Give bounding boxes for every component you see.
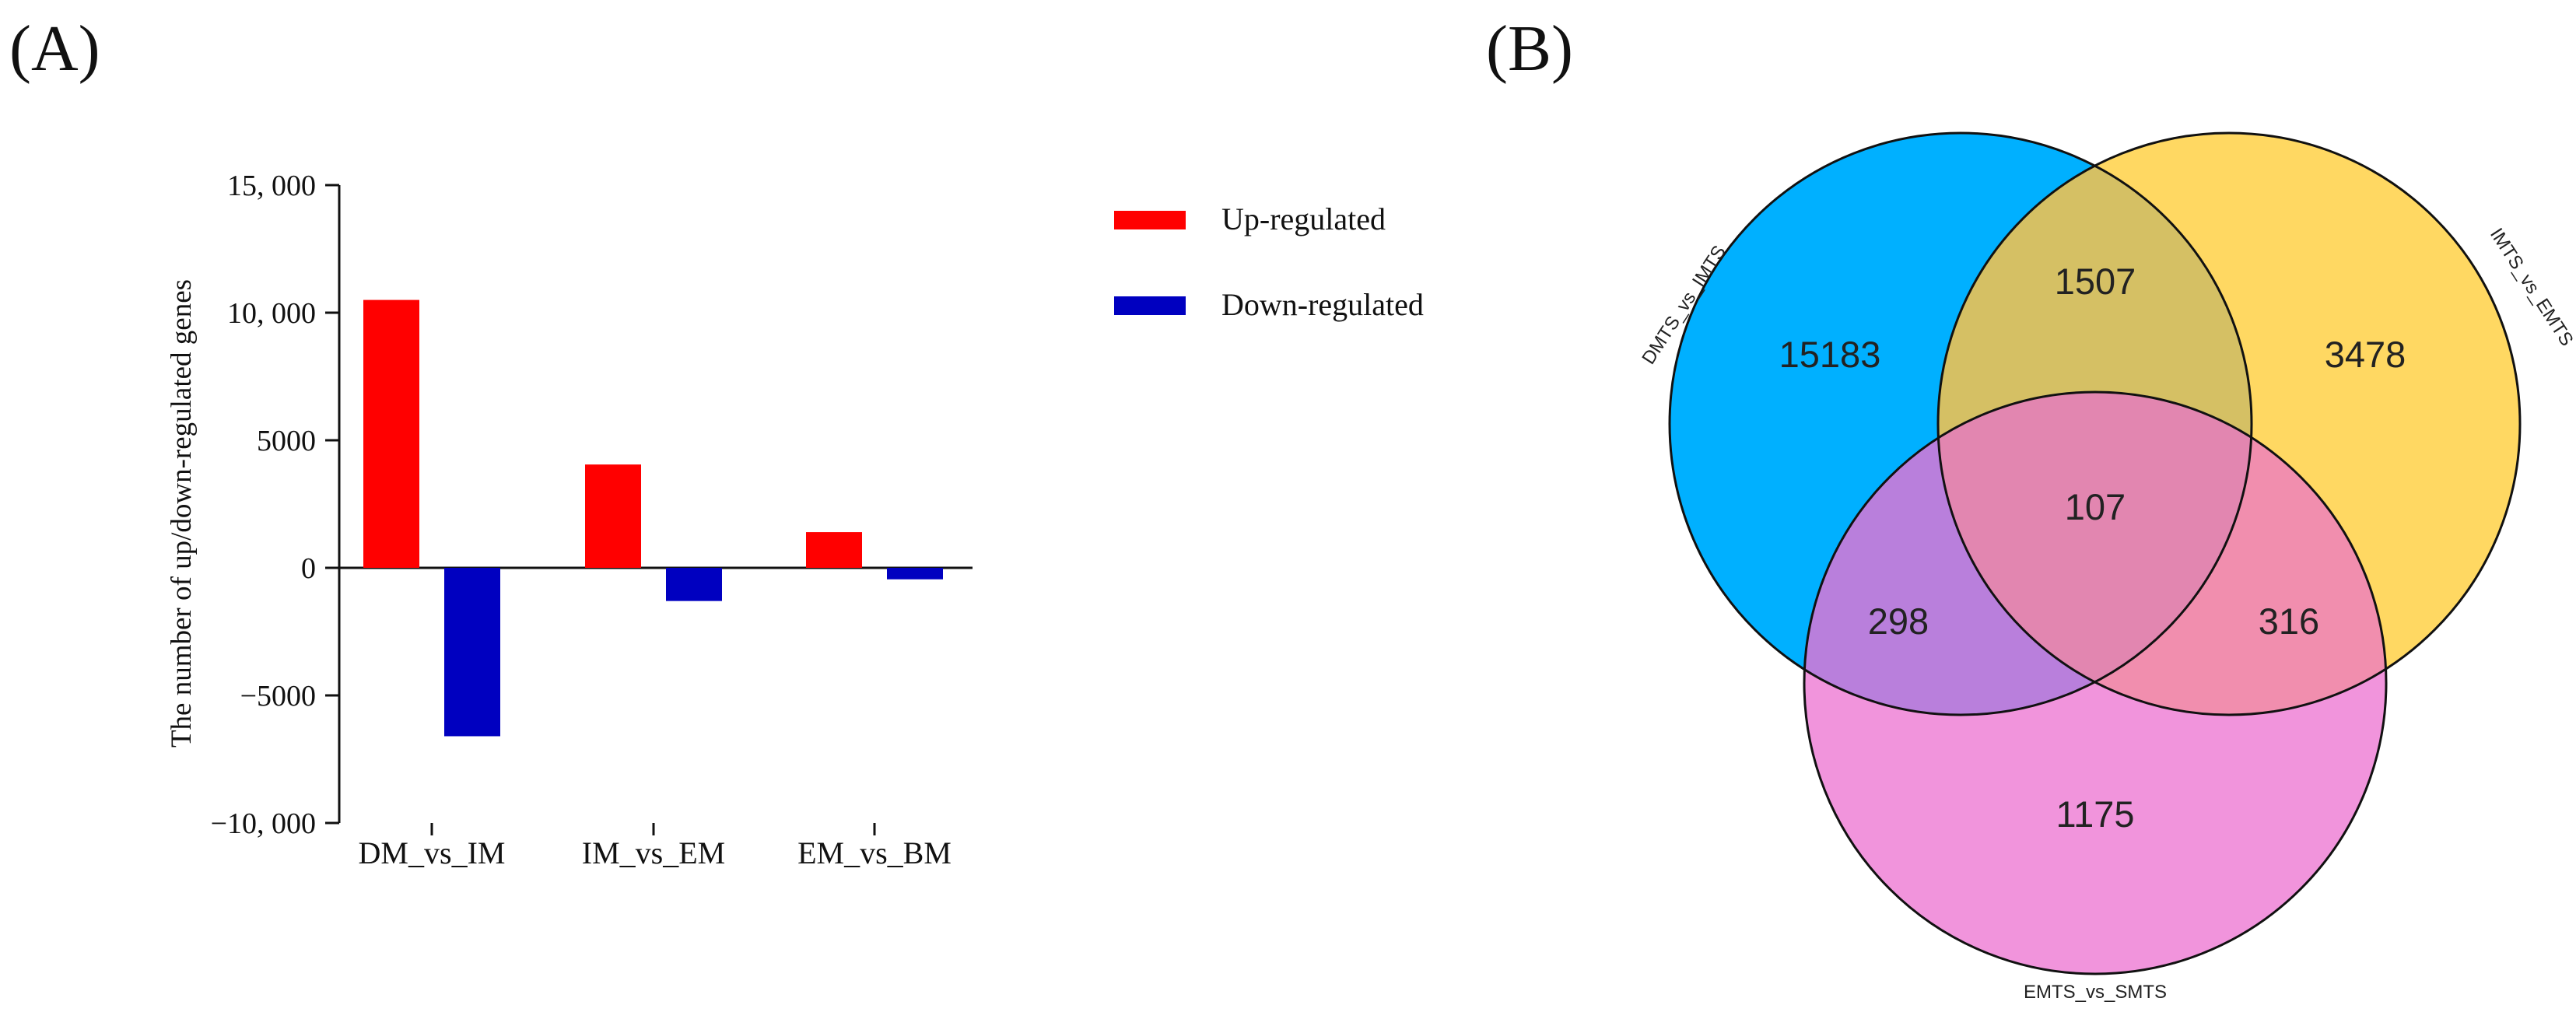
venn-count-imts-emts: 316	[2259, 601, 2319, 642]
bar-down-im-vs-em	[666, 568, 722, 601]
venn-count-dmts-imts: 1507	[2055, 261, 2136, 302]
legend-label-up: Up-regulated	[1221, 201, 1386, 236]
y-tick-label: 10, 000	[227, 297, 316, 330]
category-labels: DM_vs_IM IM_vs_EM EM_vs_BM	[359, 823, 952, 870]
legend-label-down: Down-regulated	[1221, 287, 1424, 322]
venn-outline-imts	[1936, 131, 2522, 716]
legend-swatch-up	[1114, 211, 1186, 229]
venn-set-label-emts: EMTS_vs_SMTS	[2024, 982, 2167, 1003]
legend-swatch-down	[1114, 296, 1186, 315]
y-axis-label: The number of up/down-regulated genes	[166, 279, 198, 748]
venn-count-only-emts: 1175	[2056, 793, 2134, 835]
venn-count-all: 107	[2065, 486, 2126, 527]
x-category-label: IM_vs_EM	[582, 835, 725, 870]
bar-up-em-vs-bm	[806, 532, 862, 568]
venn-diagram: 15183 1507 3478 107 298 316 1175 DMTS_vs…	[1638, 131, 2576, 1003]
bar-chart: The number of up/down-regulated genes 15…	[166, 170, 1424, 870]
y-tick-label: 0	[301, 552, 316, 585]
x-category-label: DM_vs_IM	[359, 835, 506, 870]
y-tick-label: −10, 000	[211, 807, 316, 840]
venn-count-only-imts: 3478	[2325, 334, 2406, 375]
bars	[363, 299, 943, 737]
y-ticks: 15, 000 10, 000 5000 0 −5000 −10, 000	[211, 170, 339, 840]
bar-down-em-vs-bm	[887, 568, 943, 580]
y-tick-label: 5000	[257, 425, 316, 457]
x-category-label: EM_vs_BM	[797, 835, 952, 870]
y-tick-label: 15, 000	[227, 170, 316, 202]
bar-down-dm-vs-im	[444, 568, 500, 737]
bar-up-dm-vs-im	[363, 299, 419, 568]
bar-up-im-vs-em	[585, 464, 641, 568]
panel-a-label: (A)	[9, 12, 100, 85]
panel-b-label: (B)	[1486, 12, 1573, 85]
venn-count-dmts-emts: 298	[1868, 601, 1929, 642]
venn-count-only-dmts: 15183	[1779, 334, 1881, 375]
y-tick-label: −5000	[240, 680, 316, 713]
venn-outline-dmts	[1668, 131, 2253, 716]
legend: Up-regulated Down-regulated	[1114, 201, 1424, 322]
venn-outline-emts	[1803, 390, 2388, 975]
